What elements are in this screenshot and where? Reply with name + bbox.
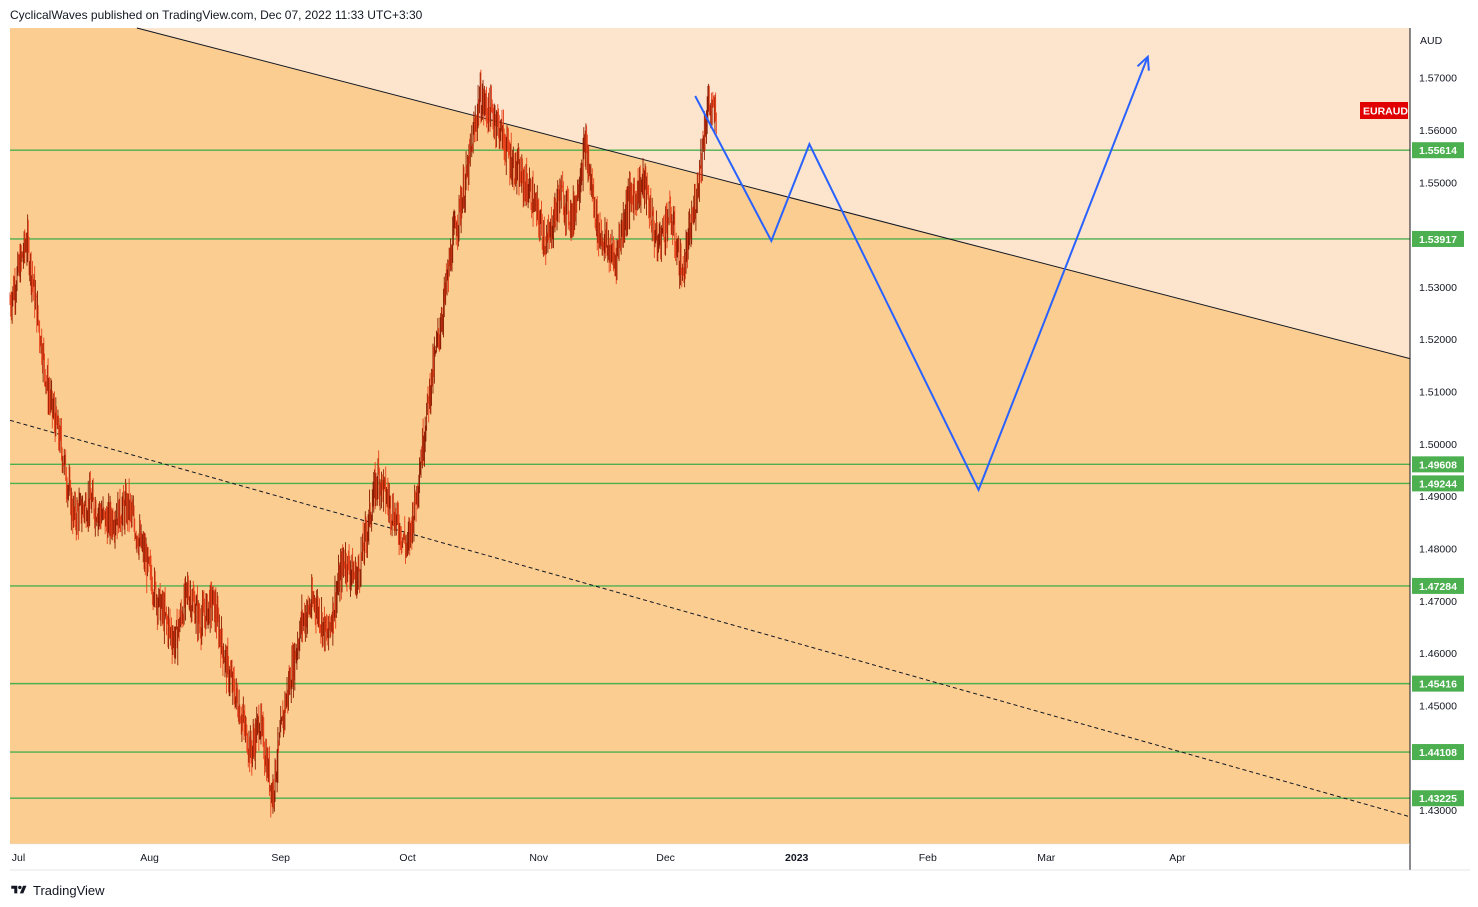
time-tick-label: Sep [271, 852, 290, 864]
projection-arrow [1136, 54, 1150, 71]
level-price-badge [1412, 744, 1464, 761]
price-tick-label: 1.56000 [1419, 125, 1457, 137]
level-price-label: 1.49608 [1419, 459, 1457, 471]
time-axis: Jul Aug Sep Oct Nov Dec 2023 Feb Mar Apr [10, 843, 1470, 871]
price-tick-label: 1.45000 [1419, 700, 1457, 712]
price-tick-label: 1.51000 [1419, 387, 1457, 399]
level-price-badge [1412, 230, 1464, 247]
time-tick-label: Mar [1037, 852, 1056, 864]
time-tick-label: Oct [399, 852, 415, 864]
time-tick-label: Apr [1169, 852, 1186, 864]
candles [9, 69, 717, 818]
level-price-label: 1.45416 [1419, 679, 1457, 691]
price-tick-label: 1.46000 [1419, 648, 1457, 660]
price-tick-label: 1.48000 [1419, 543, 1457, 555]
price-tick-label: 1.47000 [1419, 596, 1457, 608]
time-tick-label: 2023 [785, 852, 809, 864]
projection [694, 54, 1150, 493]
level-price-badge [1412, 142, 1464, 159]
level-price-badge [1412, 475, 1464, 492]
level-price-label: 1.43225 [1419, 793, 1457, 805]
time-tick-label: Dec [656, 852, 675, 864]
tradingview-brand: TradingView [33, 882, 105, 898]
time-tick-label: Nov [529, 852, 548, 864]
price-axis: AUD 1.57000 1.56000 1.55000 1.53000 1.52000 1.… [1360, 28, 1464, 870]
level-price-label: 1.49244 [1419, 478, 1457, 490]
level-price-label: 1.44108 [1419, 747, 1457, 759]
currency-label: AUD [1420, 35, 1443, 47]
trendlines [9, 27, 1411, 818]
symbol-badge [1360, 102, 1408, 119]
trendline-dashed[interactable] [9, 419, 1411, 818]
projection-path[interactable] [694, 56, 1149, 493]
price-tick-label: 1.53000 [1419, 282, 1457, 294]
level-price-badge [1412, 577, 1464, 594]
price-tick-label: 1.43000 [1419, 805, 1457, 817]
symbol-label: EURAUD [1363, 106, 1408, 118]
publisher-header: CyclicalWaves published on TradingView.c… [10, 8, 423, 22]
price-tick-label: 1.55000 [1419, 177, 1457, 189]
level-price-label: 1.53917 [1419, 234, 1457, 246]
time-tick-label: Feb [919, 852, 937, 864]
level-price-label: 1.47284 [1419, 581, 1457, 593]
price-tick-label: 1.49000 [1419, 491, 1457, 503]
trendline-solid[interactable] [136, 27, 1411, 360]
price-tick-label: 1.50000 [1419, 439, 1457, 451]
level-price-badge [1412, 456, 1464, 473]
level-price-label: 1.55614 [1419, 145, 1457, 157]
level-price-badge [1412, 790, 1464, 807]
time-tick-label: Aug [140, 852, 159, 864]
level-price-badge [1412, 675, 1464, 692]
price-tick-label: 1.57000 [1419, 73, 1457, 85]
price-tick-label: 1.52000 [1419, 334, 1457, 346]
tradingview-logo-icon [11, 885, 27, 894]
tradingview-footer[interactable]: TradingView [10, 882, 105, 898]
level-lines [10, 149, 1410, 799]
time-tick-label: Jul [12, 852, 25, 864]
